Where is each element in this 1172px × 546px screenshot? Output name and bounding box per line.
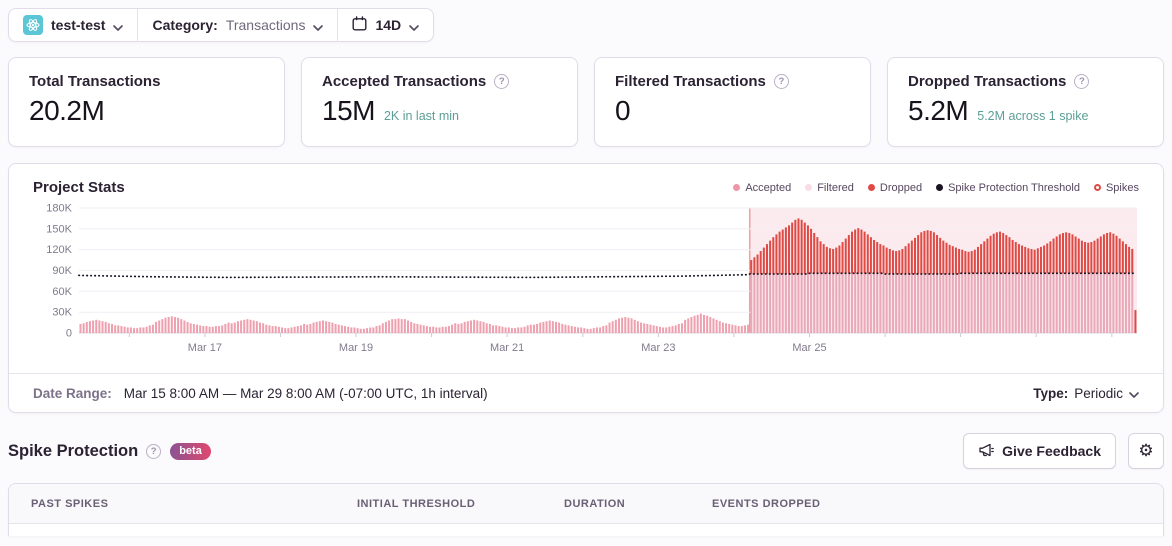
- date-range-value: Mar 15 8:00 AM — Mar 29 8:00 AM (-07:00 …: [123, 385, 488, 401]
- legend-marker: [867, 184, 875, 191]
- date-period-selector[interactable]: 14D: [337, 9, 433, 41]
- calendar-icon: [352, 16, 367, 34]
- gear-icon: ⚙: [1138, 441, 1154, 460]
- svg-text:Mar 19: Mar 19: [339, 342, 373, 354]
- project-name: test-test: [51, 17, 106, 33]
- svg-text:0: 0: [66, 327, 72, 339]
- legend-item-spikes[interactable]: Spikes: [1093, 181, 1139, 194]
- category-value: Transactions: [225, 17, 306, 33]
- past-spikes-table: PAST SPIKES INITIAL THRESHOLD DURATION E…: [8, 483, 1164, 536]
- legend-item-filtered[interactable]: Filtered: [805, 182, 854, 194]
- card-dropped-transactions: Dropped Transactions ? 5.2M 5.2M across …: [887, 57, 1164, 147]
- type-label: Type:: [1033, 385, 1069, 401]
- col-past-spikes: PAST SPIKES: [31, 498, 109, 510]
- legend-marker: [1093, 184, 1101, 191]
- card-title: Accepted Transactions: [322, 73, 487, 90]
- give-feedback-button[interactable]: Give Feedback: [963, 433, 1116, 469]
- type-selector[interactable]: Type: Periodic: [1033, 385, 1139, 401]
- legend-label: Dropped: [879, 181, 923, 194]
- legend-label: Spikes: [1105, 181, 1139, 194]
- category-label: Category:: [152, 17, 218, 33]
- card-sub-value: 2K in last min: [383, 109, 459, 123]
- svg-text:90K: 90K: [52, 265, 72, 277]
- beta-badge: beta: [170, 442, 211, 460]
- table-row[interactable]: [9, 524, 1163, 536]
- table-header-row: PAST SPIKES INITIAL THRESHOLD DURATION E…: [9, 484, 1163, 524]
- card-title: Filtered Transactions: [615, 73, 766, 90]
- col-events-dropped: EVENTS DROPPED: [712, 498, 821, 510]
- help-icon[interactable]: ?: [1074, 74, 1090, 89]
- card-value: 15M: [322, 95, 375, 126]
- legend-label: Accepted: [745, 181, 792, 194]
- date-range-label: Date Range:: [33, 385, 112, 401]
- card-value: 5.2M: [908, 95, 969, 126]
- col-duration: DURATION: [564, 498, 626, 510]
- legend-item-dropped[interactable]: Dropped: [867, 181, 923, 194]
- project-selector[interactable]: test-test: [9, 9, 137, 41]
- type-value: Periodic: [1074, 385, 1123, 401]
- period-value: 14D: [375, 17, 402, 33]
- legend-item-accepted[interactable]: Accepted: [733, 182, 791, 194]
- legend-marker: [936, 184, 944, 191]
- svg-text:Mar 21: Mar 21: [490, 342, 524, 354]
- legend-marker: [733, 184, 741, 191]
- svg-text:60K: 60K: [52, 286, 72, 298]
- svg-text:Mar 23: Mar 23: [641, 342, 675, 354]
- svg-text:Mar 17: Mar 17: [188, 342, 222, 354]
- chart-legend: Accepted Filtered Dropped Spike Protection …: [733, 182, 1139, 194]
- svg-text:Mar 25: Mar 25: [792, 342, 826, 354]
- chart-title: Project Stats: [33, 179, 125, 196]
- help-icon[interactable]: ?: [146, 443, 162, 459]
- project-stats-panel: Project Stats Accepted Filtered Dropped Spi…: [8, 163, 1164, 413]
- chart-canvas[interactable]: 0 30K 60K 90K 120K 150K 180K Mar 17 Mar 19 Mar 21…: [33, 200, 1139, 368]
- legend-label: Spike Protection Threshold: [948, 181, 1080, 194]
- card-sub-value: 5.2M across 1 spike: [977, 109, 1089, 123]
- give-feedback-label: Give Feedback: [1002, 443, 1101, 459]
- megaphone-icon: [978, 442, 995, 461]
- chevron-down-icon: [409, 18, 419, 34]
- card-accepted-transactions: Accepted Transactions ? 15M 2K in last m…: [301, 57, 578, 147]
- chevron-down-icon: [313, 18, 324, 34]
- spike-protection-title: Spike Protection: [8, 441, 139, 460]
- react-atom-icon: [23, 15, 43, 35]
- settings-button[interactable]: ⚙: [1128, 433, 1164, 469]
- legend-label: Filtered: [817, 181, 854, 194]
- card-title: Total Transactions: [29, 73, 161, 90]
- help-icon[interactable]: ?: [494, 74, 510, 89]
- legend-marker: [805, 184, 813, 191]
- chevron-down-icon: [113, 18, 124, 34]
- col-initial-threshold: INITIAL THRESHOLD: [357, 498, 476, 510]
- card-value: 20.2M: [29, 95, 105, 126]
- project-stats-chart[interactable]: 0 30K 60K 90K 120K 150K 180K Mar 17 Mar 19 Mar 21…: [9, 200, 1163, 373]
- svg-text:180K: 180K: [46, 202, 72, 214]
- card-value: 0: [615, 95, 631, 126]
- category-selector[interactable]: Category: Transactions: [137, 9, 337, 41]
- help-icon[interactable]: ?: [773, 74, 789, 89]
- card-total-transactions: Total Transactions 20.2M: [8, 57, 285, 147]
- card-filtered-transactions: Filtered Transactions ? 0: [594, 57, 871, 147]
- stat-cards-row: Total Transactions 20.2M Accepted Transa…: [8, 57, 1164, 147]
- filter-bar: test-test Category: Transactions 14D: [8, 8, 435, 42]
- svg-text:120K: 120K: [46, 244, 72, 256]
- svg-text:30K: 30K: [52, 307, 72, 319]
- legend-item-spike-protection-threshold[interactable]: Spike Protection Threshold: [936, 182, 1080, 194]
- chevron-down-icon: [1129, 386, 1139, 401]
- card-title: Dropped Transactions: [908, 73, 1067, 90]
- svg-text:150K: 150K: [46, 223, 72, 235]
